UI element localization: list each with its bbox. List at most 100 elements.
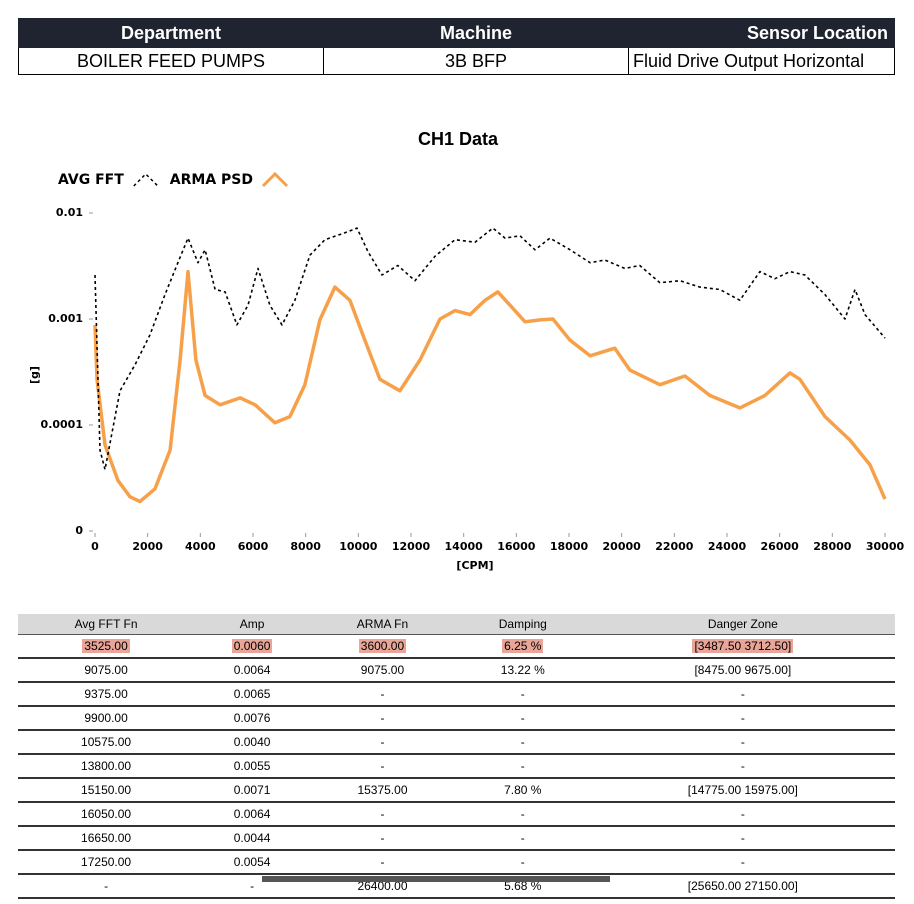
cell-text: - xyxy=(380,759,385,773)
cell-text: - xyxy=(520,831,525,845)
cell-text: 7.80 % xyxy=(504,783,542,797)
table-row: 10575.00 0.0040 - - - xyxy=(18,730,895,755)
y-axis-label: [g] xyxy=(28,366,41,384)
cell: - xyxy=(590,754,895,779)
cell-text: - xyxy=(520,759,525,773)
cell: 3525.00 xyxy=(18,634,195,659)
cell-text: - xyxy=(380,831,385,845)
cell-text: 17250.00 xyxy=(81,855,132,869)
table-row: 9375.00 0.0065 - - - xyxy=(18,682,895,707)
table-row: 17250.00 0.0054 - - - xyxy=(18,850,895,875)
cell: 9075.00 xyxy=(310,658,455,683)
cell-text: - xyxy=(520,687,525,701)
cell: 6.25 % xyxy=(454,634,591,659)
cell-text: - xyxy=(520,807,525,821)
table-row: 9075.00 0.0064 9075.00 13.22 % [8475.00 9675… xyxy=(18,658,895,683)
x-tick-label: 10000 xyxy=(339,540,378,553)
cell-text: 13800.00 xyxy=(81,759,132,773)
cell: 16650.00 xyxy=(18,826,195,851)
column-header: ARMA Fn xyxy=(310,614,455,635)
cell-text: 5.68 % xyxy=(504,879,542,893)
header-row: Avg FFT Fn Amp ARMA Fn Damping Danger Zone xyxy=(18,614,895,635)
cell: 0.0044 xyxy=(194,826,311,851)
cell: - xyxy=(310,754,455,779)
cell-text: - xyxy=(740,831,745,845)
column-header: Damping xyxy=(454,614,591,635)
cell-text: - xyxy=(380,711,385,725)
cell: 9075.00 xyxy=(18,658,195,683)
header-cell: Sensor Location xyxy=(628,18,895,48)
cell: 0.0054 xyxy=(194,850,311,875)
table-row: 15150.00 0.0071 15375.00 7.80 % [14775.00 15… xyxy=(18,778,895,803)
column-header: Danger Zone xyxy=(590,614,895,635)
cell-text: - xyxy=(250,879,255,893)
x-tick-label: 30000 xyxy=(866,540,905,553)
cell-text: - xyxy=(520,735,525,749)
cell: - xyxy=(310,826,455,851)
cell-text: [8475.00 9675.00] xyxy=(694,663,792,677)
cell: - xyxy=(454,850,591,875)
cell-text: 10575.00 xyxy=(81,735,132,749)
header-cell: Department xyxy=(18,18,324,48)
cell-text: 0.0064 xyxy=(233,807,271,821)
cell: - xyxy=(590,706,895,731)
cell: - xyxy=(310,802,455,827)
cell-text: 16050.00 xyxy=(81,807,132,821)
cell: - xyxy=(18,874,195,899)
table-row: 9900.00 0.0076 - - - xyxy=(18,706,895,731)
cell: - xyxy=(310,682,455,707)
cell-text: 9375.00 xyxy=(84,687,128,701)
cell: [25650.00 27150.00] xyxy=(590,874,895,899)
cell: - xyxy=(454,682,591,707)
column-header: Amp xyxy=(194,614,311,635)
cell-text: [25650.00 27150.00] xyxy=(687,879,798,893)
cell: 17250.00 xyxy=(18,850,195,875)
cell: 13.22 % xyxy=(454,658,591,683)
cell: 16050.00 xyxy=(18,802,195,827)
cell-text: 0.0040 xyxy=(233,735,271,749)
table-row: 13800.00 0.0055 - - - xyxy=(18,754,895,779)
cell: - xyxy=(590,682,895,707)
cell-text: 9075.00 xyxy=(360,663,405,677)
cell: 0.0065 xyxy=(194,682,311,707)
series-line xyxy=(93,269,887,504)
cell-text: 3525.00 xyxy=(82,639,130,653)
x-tick-label: 22000 xyxy=(655,540,694,553)
header-table: Department Machine Sensor Location BOILER … xyxy=(18,18,895,75)
cell: 3600.00 xyxy=(310,634,455,659)
cell-text: - xyxy=(740,687,745,701)
cell: [14775.00 15975.00] xyxy=(590,778,895,803)
y-tick-label: 0 xyxy=(75,524,83,537)
cell: 15150.00 xyxy=(18,778,195,803)
cell: Fluid Drive Output Horizontal xyxy=(628,47,895,75)
x-tick-label: 20000 xyxy=(603,540,642,553)
cell-text: 0.0060 xyxy=(231,639,273,653)
x-tick-label: 4000 xyxy=(185,540,216,553)
cell: BOILER FEED PUMPS xyxy=(18,47,324,75)
cell: 3B BFP xyxy=(323,47,629,75)
table-row: 16650.00 0.0044 - - - xyxy=(18,826,895,851)
cell-text: 0.0044 xyxy=(233,831,271,845)
cell: - xyxy=(590,850,895,875)
header-cell: Machine xyxy=(323,18,629,48)
cell: 0.0071 xyxy=(194,778,311,803)
x-tick-label: 18000 xyxy=(550,540,589,553)
legend-swatch xyxy=(261,171,289,188)
cell-text: 15150.00 xyxy=(81,783,132,797)
x-tick-label: 12000 xyxy=(392,540,431,553)
cell-text: - xyxy=(380,735,385,749)
cell-text: 6.25 % xyxy=(502,639,544,653)
legend-label: AVG FFT xyxy=(58,172,124,188)
cell-text: 0.0054 xyxy=(233,855,271,869)
cell-text: 0.0071 xyxy=(233,783,271,797)
cell-text: [14775.00 15975.00] xyxy=(687,783,798,797)
legend-label: ARMA PSD xyxy=(170,172,253,188)
cell: [3487.50 3712.50] xyxy=(590,634,895,659)
x-tick-label: 8000 xyxy=(290,540,321,553)
cell-text: - xyxy=(380,687,385,701)
cell: 0.0055 xyxy=(194,754,311,779)
y-tick-label: 0.0001 xyxy=(41,418,83,431)
cell-text: 16650.00 xyxy=(81,831,132,845)
cell: - xyxy=(310,706,455,731)
cell: - xyxy=(454,754,591,779)
